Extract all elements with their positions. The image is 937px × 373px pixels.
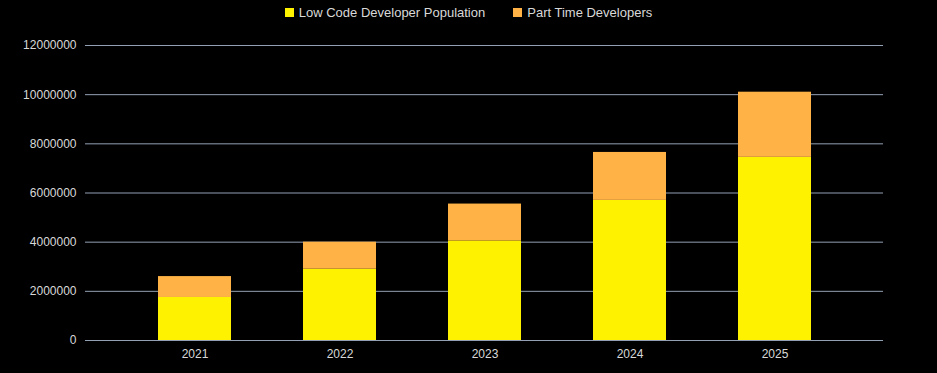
svg-text:2023: 2023 (472, 347, 499, 361)
svg-text:2025: 2025 (762, 347, 789, 361)
svg-text:2024: 2024 (617, 347, 644, 361)
svg-text:10000000: 10000000 (23, 88, 77, 102)
html-text:Part Time Developers: Part Time Developers (527, 4, 653, 20)
svg-text:6000000: 6000000 (30, 186, 77, 200)
svg-text:2022: 2022 (327, 347, 354, 361)
html-text:Low Code Developer Population: Low Code Developer Population (298, 4, 486, 20)
svg-text:4000000: 4000000 (30, 235, 77, 249)
svg-text:8000000: 8000000 (30, 137, 77, 151)
svg-text:0: 0 (70, 333, 77, 347)
svg-text:12000000: 12000000 (23, 38, 77, 52)
svg-text:2021: 2021 (182, 347, 209, 361)
svg-text:2000000: 2000000 (30, 284, 77, 298)
